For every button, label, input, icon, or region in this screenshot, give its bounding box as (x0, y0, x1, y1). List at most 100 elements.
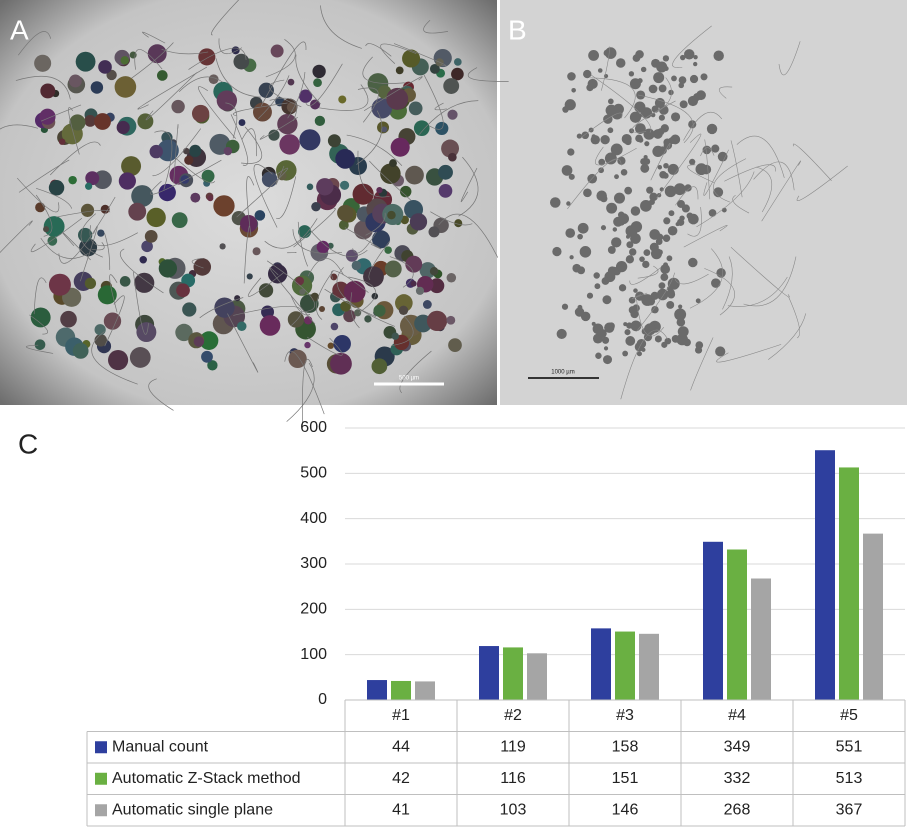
spore (213, 195, 235, 217)
hypha (305, 63, 343, 107)
panel-label: A (10, 14, 29, 45)
spore (390, 137, 410, 157)
spore (660, 264, 671, 274)
spore (69, 114, 86, 131)
spore (381, 126, 388, 133)
spore (711, 144, 720, 153)
spore (363, 266, 384, 288)
table-value: 119 (500, 738, 526, 755)
spore (119, 276, 131, 287)
hypha (590, 77, 636, 119)
hypha (344, 227, 382, 250)
spore (364, 315, 372, 323)
spore (233, 53, 250, 70)
hypha (225, 102, 238, 139)
hypha (419, 100, 479, 135)
hypha (567, 158, 622, 210)
spore (338, 220, 349, 230)
hypha (369, 160, 412, 201)
spore (671, 75, 677, 82)
spore (715, 346, 726, 357)
hypha (704, 139, 711, 200)
bar (527, 653, 547, 700)
spore (268, 264, 288, 284)
spore (677, 326, 689, 338)
spore (615, 260, 628, 273)
hypha (650, 143, 671, 181)
hypha (580, 112, 623, 138)
spore (598, 158, 606, 166)
hypha (80, 213, 103, 258)
spore (391, 332, 399, 340)
x-tick-label: #2 (504, 707, 522, 724)
spore (351, 260, 362, 271)
hypha (198, 86, 236, 139)
hypha (704, 268, 736, 316)
spore (337, 204, 354, 222)
hypha (755, 166, 772, 213)
hypha (61, 231, 91, 261)
bar (727, 549, 747, 700)
spore (298, 89, 313, 103)
spore (330, 273, 338, 281)
hypha (357, 87, 379, 123)
spore (219, 243, 226, 250)
spore (316, 178, 334, 196)
hypha (687, 207, 702, 237)
spore (34, 339, 46, 350)
spore (591, 80, 597, 86)
spore (343, 280, 366, 303)
spore (577, 222, 589, 234)
y-tick-label: 500 (300, 465, 327, 482)
spore (629, 128, 635, 134)
hypha (40, 237, 89, 259)
hypha (89, 225, 138, 246)
hypha (687, 164, 715, 183)
spore (643, 154, 648, 160)
x-tick-label: #4 (728, 707, 746, 724)
spore (231, 46, 240, 55)
hypha (380, 43, 417, 64)
spore (182, 302, 197, 317)
hypha (236, 167, 289, 218)
legend-label: Automatic Z-Stack method (112, 770, 301, 787)
table-value: 116 (500, 770, 526, 787)
spore (448, 152, 457, 162)
hypha (264, 218, 318, 249)
spore (593, 272, 600, 279)
spore (635, 134, 643, 143)
y-tick-label: 300 (300, 555, 327, 572)
hypha (672, 25, 712, 68)
y-tick-label: 100 (300, 646, 327, 663)
spore (429, 63, 440, 74)
spore (40, 83, 56, 99)
hypha (438, 213, 499, 258)
spore (601, 277, 610, 285)
spore (191, 104, 210, 123)
spore (591, 321, 596, 326)
hypha (724, 164, 776, 182)
legend-swatch (95, 804, 107, 817)
spore (583, 188, 592, 198)
spore (279, 134, 300, 155)
spore (333, 334, 351, 353)
spore (314, 115, 326, 127)
hypha (30, 218, 83, 253)
hypha (636, 299, 665, 337)
spore (658, 282, 666, 290)
spore (116, 120, 130, 135)
y-tick-label: 600 (300, 419, 327, 436)
spore (611, 237, 622, 248)
spore (673, 183, 686, 196)
spore (667, 225, 678, 236)
hypha (636, 272, 675, 332)
table-value: 41 (392, 801, 410, 818)
hypha (266, 260, 316, 313)
hypha (778, 41, 801, 76)
spore (327, 134, 341, 148)
spore (634, 101, 646, 113)
table-value: 44 (392, 738, 410, 755)
spore (552, 246, 562, 257)
hypha (700, 147, 715, 157)
hypha (434, 102, 447, 111)
